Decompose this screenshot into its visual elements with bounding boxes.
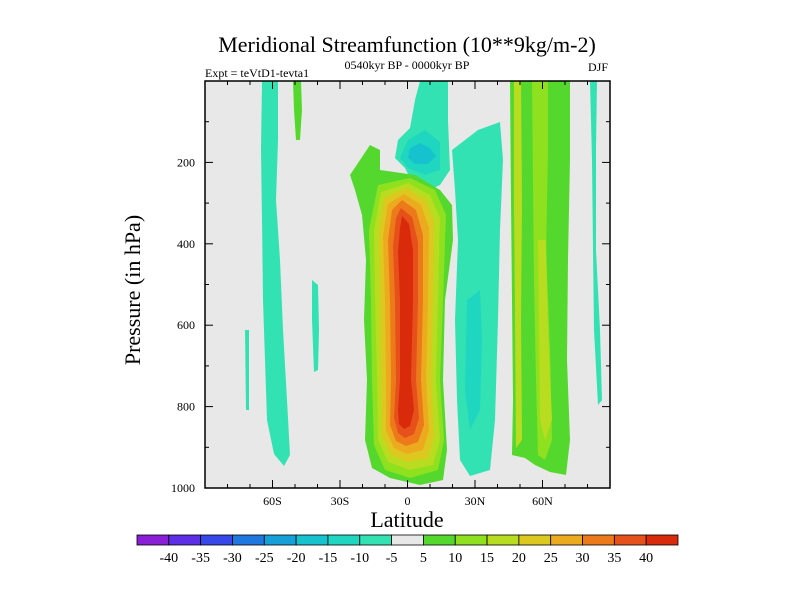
colorbar-swatch bbox=[232, 534, 265, 546]
colorbar-label: 30 bbox=[576, 551, 590, 566]
colorbar-swatch bbox=[136, 534, 170, 546]
colorbar-label: -25 bbox=[255, 551, 274, 566]
colorbar-label: -20 bbox=[287, 551, 306, 566]
x-tick-label: 30S bbox=[331, 494, 350, 508]
colorbar-label: -15 bbox=[319, 551, 338, 566]
colorbar-label: 5 bbox=[420, 551, 427, 566]
colorbar-swatch bbox=[645, 534, 679, 546]
sh-negative-strip bbox=[261, 81, 290, 466]
tropical-positive-40 bbox=[398, 216, 414, 429]
y-axis-label: Pressure (in hPa) bbox=[120, 215, 145, 365]
y-tick-label: 600 bbox=[177, 318, 195, 332]
sh-upper-positive-tail bbox=[293, 81, 302, 140]
colorbar-label: 15 bbox=[480, 551, 494, 566]
colorbar-label: 20 bbox=[512, 551, 526, 566]
colorbar-label: -10 bbox=[350, 551, 369, 566]
x-tick-label: 30N bbox=[465, 494, 486, 508]
colorbar-swatch bbox=[200, 534, 233, 546]
colorbar-label: -40 bbox=[159, 551, 178, 566]
colorbar-label: -5 bbox=[386, 551, 398, 566]
colorbar-swatch bbox=[613, 534, 647, 546]
nh-subtropical-negative-core bbox=[465, 290, 482, 430]
colorbar-label: 25 bbox=[544, 551, 558, 566]
season-label: DJF bbox=[588, 60, 608, 74]
colorbar-label: 40 bbox=[639, 551, 653, 566]
colorbar-swatch bbox=[454, 534, 488, 546]
colorbar-label: 10 bbox=[448, 551, 462, 566]
period-label: 0540kyr BP - 0000kyr BP bbox=[345, 58, 470, 72]
colorbar-label: 35 bbox=[607, 551, 621, 566]
colorbar-label: -35 bbox=[191, 551, 210, 566]
colorbar-swatch bbox=[423, 534, 456, 546]
contour-fields bbox=[245, 81, 602, 485]
colorbar-swatch bbox=[168, 534, 202, 546]
colorbar-swatch bbox=[327, 534, 361, 546]
x-tick-label: 60S bbox=[263, 494, 282, 508]
colorbar: -40 -35 -30 -25 -20 -15 -10 -5 5 10 15 20 25 30 35 40 bbox=[136, 534, 679, 566]
experiment-label: Expt = teVtD1-tevta1 bbox=[205, 66, 309, 80]
sh-small-negative-1 bbox=[312, 280, 319, 372]
colorbar-swatch bbox=[486, 534, 520, 546]
y-tick-label: 200 bbox=[177, 155, 195, 169]
colorbar-swatch bbox=[582, 534, 615, 546]
colorbar-swatch bbox=[518, 534, 552, 546]
colorbar-swatch bbox=[391, 534, 424, 546]
tropical-negative-upper-inner bbox=[408, 143, 436, 164]
nh-midlat-positive-core bbox=[538, 240, 552, 440]
x-axis-label: Latitude bbox=[370, 507, 443, 532]
y-tick-label: 400 bbox=[177, 237, 195, 251]
colorbar-swatch bbox=[359, 534, 392, 546]
sh-small-negative-2 bbox=[245, 330, 249, 410]
x-tick-label: 60N bbox=[532, 494, 553, 508]
colorbar-swatch bbox=[550, 534, 583, 546]
colorbar-swatch bbox=[295, 534, 329, 546]
axes: 60S 30S 0 30N 60N 200 400 600 800 1000 bbox=[171, 81, 610, 508]
nh-midlat-positive-left bbox=[514, 81, 522, 448]
x-tick-label: 0 bbox=[405, 494, 411, 508]
colorbar-swatch bbox=[263, 534, 297, 546]
y-tick-label: 800 bbox=[177, 400, 195, 414]
nh-polar-negative bbox=[590, 81, 602, 405]
chart-title: Meridional Streamfunction (10**9kg/m-2) bbox=[218, 32, 596, 57]
colorbar-label: -30 bbox=[223, 551, 242, 566]
y-tick-label: 1000 bbox=[171, 481, 195, 495]
